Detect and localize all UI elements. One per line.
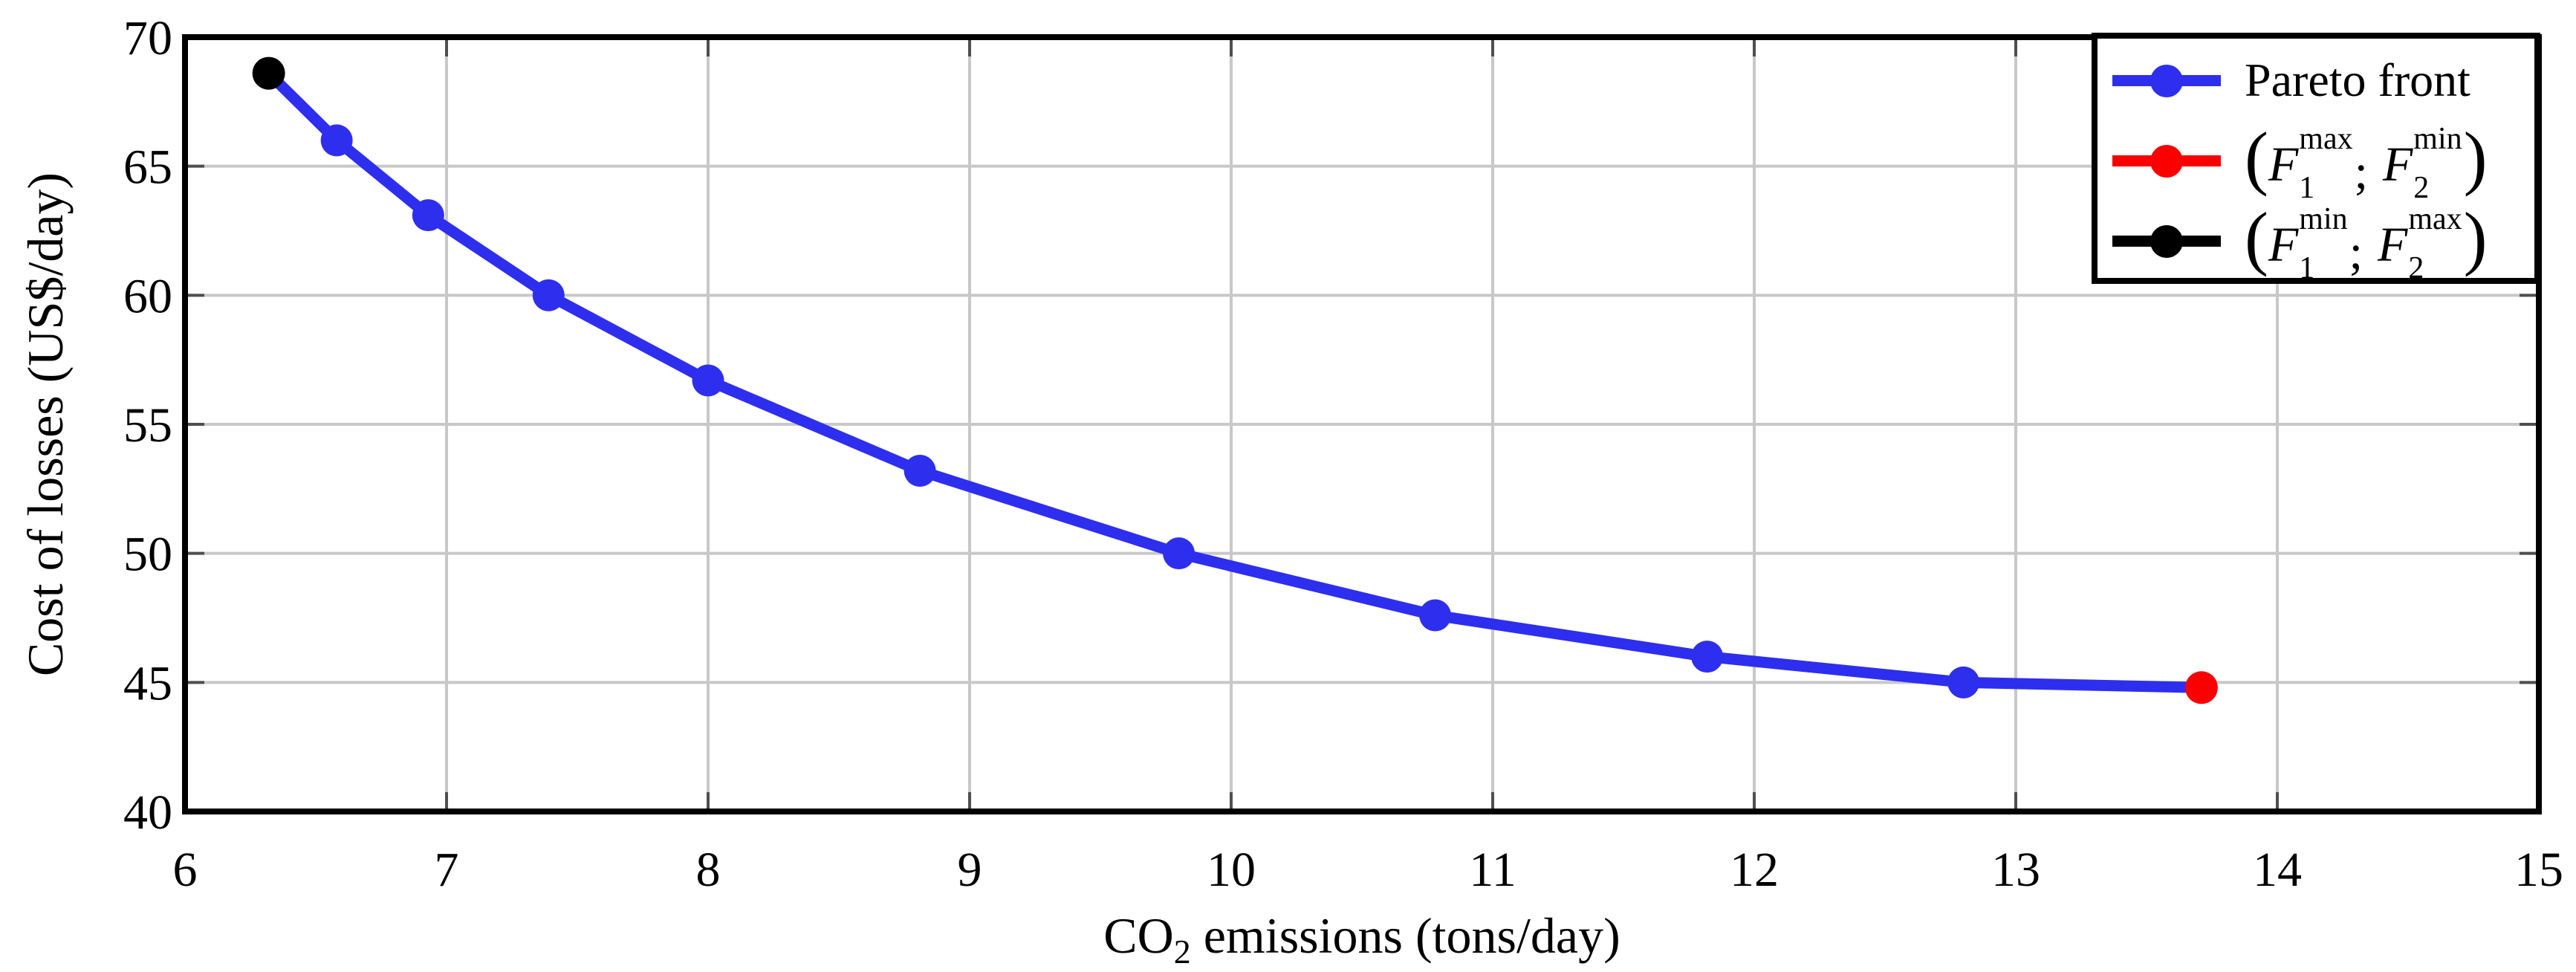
math-subscript: 2 bbox=[2408, 251, 2424, 285]
x-tick-label: 12 bbox=[1730, 843, 1779, 897]
math-subscript: 2 bbox=[2413, 171, 2430, 205]
math-sub-sup-stack: min 1 bbox=[2299, 204, 2347, 284]
math-token: F bbox=[2382, 137, 2413, 192]
legend-sample-dot bbox=[2150, 225, 2183, 258]
y-axis-label: Cost of losses (US$/day) bbox=[17, 172, 74, 676]
y-tick-label: 65 bbox=[123, 140, 172, 195]
x-tick-label: 13 bbox=[1991, 843, 2040, 897]
x-tick-label: 14 bbox=[2253, 843, 2302, 897]
legend-line-marker-sample bbox=[2112, 120, 2221, 201]
math-subscript: 1 bbox=[2299, 171, 2315, 205]
data-point-marker bbox=[320, 124, 353, 157]
data-point-marker bbox=[1163, 537, 1195, 570]
math-subscript: 1 bbox=[2299, 251, 2315, 285]
y-tick-label: 40 bbox=[123, 785, 172, 840]
legend-line-marker-sample bbox=[2112, 40, 2221, 120]
y-tick-label: 55 bbox=[123, 398, 172, 453]
y-tick-label: 70 bbox=[123, 11, 172, 65]
plot-box-border bbox=[182, 34, 2542, 814]
x-tick-label: 15 bbox=[2514, 843, 2563, 897]
math-superscript: min bbox=[2299, 202, 2348, 236]
legend-sample-dot bbox=[2150, 65, 2183, 97]
math-superscript: max bbox=[2299, 122, 2353, 156]
x-tick-label: 9 bbox=[958, 843, 982, 897]
math-token: F bbox=[2268, 218, 2299, 272]
y-tick-label: 60 bbox=[123, 269, 172, 323]
legend-sample-dot bbox=[2150, 145, 2183, 178]
math-token: ) bbox=[2463, 198, 2488, 277]
math-token: ( bbox=[2245, 117, 2268, 197]
legend-entry: Pareto front bbox=[2112, 40, 2534, 120]
data-point-marker bbox=[1691, 641, 1724, 673]
x-tick-label: 6 bbox=[173, 843, 198, 897]
data-point-marker bbox=[532, 279, 565, 311]
math-sub-sup-stack: max 2 bbox=[2408, 204, 2462, 284]
math-token: ) bbox=[2463, 117, 2488, 197]
math-superscript: max bbox=[2408, 202, 2462, 236]
data-point-marker bbox=[1419, 599, 1452, 632]
data-point-marker bbox=[412, 199, 444, 232]
math-sub-sup-stack: max 1 bbox=[2299, 123, 2352, 204]
data-point-marker bbox=[692, 364, 724, 397]
math-token: ; bbox=[2349, 225, 2363, 279]
math-superscript: min bbox=[2413, 122, 2462, 156]
x-tick-label: 7 bbox=[435, 843, 459, 897]
x-tick-label: 10 bbox=[1207, 843, 1256, 897]
math-token: ( bbox=[2245, 198, 2268, 277]
math-token: F bbox=[2377, 218, 2408, 272]
y-tick-label: 50 bbox=[123, 528, 172, 582]
endpoint-marker-red bbox=[2184, 671, 2218, 704]
data-point-marker bbox=[1947, 666, 1980, 699]
x-tick-label: 8 bbox=[696, 843, 721, 897]
legend-line-marker-sample bbox=[2112, 201, 2221, 281]
math-sub-sup-stack: min 2 bbox=[2413, 123, 2462, 204]
x-axis-label: CO2 emissions (tons/day) bbox=[1103, 907, 1620, 971]
x-tick-label: 11 bbox=[1469, 843, 1516, 897]
endpoint-marker-black bbox=[252, 56, 285, 90]
y-tick-label: 45 bbox=[123, 656, 172, 710]
math-token: F bbox=[2268, 137, 2299, 192]
math-token: ; bbox=[2354, 145, 2368, 199]
legend-entry-label: Pareto front bbox=[2245, 54, 2470, 106]
data-point-marker bbox=[903, 455, 936, 487]
